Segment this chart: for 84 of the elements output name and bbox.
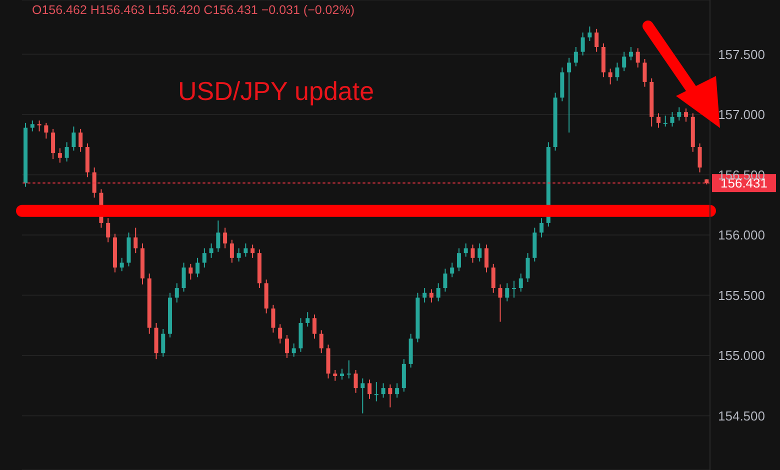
candlestick xyxy=(505,282,510,302)
candlestick xyxy=(216,220,220,252)
candlestick xyxy=(202,248,206,268)
candlestick xyxy=(134,227,138,254)
y-tick-label: 154.500 xyxy=(718,408,765,424)
candlestick xyxy=(608,68,612,85)
candlestick xyxy=(670,112,674,128)
candlestick xyxy=(456,248,461,272)
candlestick xyxy=(478,242,482,262)
candlestick xyxy=(250,244,255,258)
candlestick xyxy=(230,239,234,264)
candlestick xyxy=(512,280,516,298)
candlestick xyxy=(388,384,392,408)
candlestick xyxy=(368,379,372,400)
candlestick xyxy=(663,115,668,128)
candlestick xyxy=(340,368,344,380)
candlestick xyxy=(333,369,338,382)
candlestick xyxy=(346,360,351,379)
candlestick xyxy=(312,314,316,340)
candlestick xyxy=(684,108,688,122)
candlestick xyxy=(450,262,454,278)
candlestick xyxy=(622,51,626,72)
candlestick xyxy=(196,257,200,278)
candlestick xyxy=(574,46,578,67)
candlestick xyxy=(422,288,427,303)
candlestick xyxy=(120,257,124,272)
annotation: O156.462 H156.463 L156.420 C156.431 −0.031 (−0.02%) xyxy=(32,3,354,17)
candlestick xyxy=(436,282,440,302)
candlestick xyxy=(161,328,166,358)
candlestick xyxy=(484,244,488,273)
y-tick-label: 157.000 xyxy=(718,107,765,122)
candlestick xyxy=(381,382,386,398)
candlestick xyxy=(615,62,620,82)
candlestick xyxy=(37,120,42,132)
candlestick xyxy=(106,218,110,243)
candlestick xyxy=(443,268,448,292)
candlestick xyxy=(360,378,365,414)
candlestick xyxy=(174,282,179,303)
candlestick xyxy=(182,262,186,292)
text: USD/JPY update xyxy=(178,76,374,107)
candlestick xyxy=(92,167,96,198)
candlestick xyxy=(44,122,48,140)
candlestick xyxy=(498,284,502,322)
candlestick xyxy=(188,263,193,280)
candlestick xyxy=(30,120,34,132)
candlestick xyxy=(278,324,282,344)
candlestick xyxy=(526,252,530,282)
candlestick xyxy=(306,312,310,328)
candlestick xyxy=(628,46,633,61)
candlestick xyxy=(588,26,592,42)
candlestick xyxy=(518,273,523,292)
candlestick xyxy=(580,32,585,56)
candlestick xyxy=(223,227,228,249)
candlestick xyxy=(567,57,572,134)
candlestick xyxy=(78,128,83,152)
candlestick xyxy=(656,112,660,128)
candlestick xyxy=(395,382,400,398)
y-tick-label: 155.500 xyxy=(718,288,765,303)
y-tick-label: 156.000 xyxy=(718,228,765,243)
candlestick xyxy=(677,106,682,122)
candlestick xyxy=(64,142,69,162)
candlestick xyxy=(72,126,76,152)
candlestick xyxy=(636,48,640,68)
candlestick xyxy=(271,304,276,334)
candlestick xyxy=(491,263,496,294)
y-tick-label: 155.000 xyxy=(718,348,765,364)
candlestick xyxy=(698,142,702,173)
candlestick xyxy=(464,242,468,258)
candlestick xyxy=(540,218,544,238)
candlestick xyxy=(319,330,324,354)
candlestick xyxy=(58,148,62,164)
candlestick xyxy=(209,242,214,258)
candlestick xyxy=(470,244,475,264)
candlestick xyxy=(594,28,599,52)
y-tick-label: 157.500 xyxy=(718,46,765,62)
candlestick xyxy=(244,242,248,258)
candlestick xyxy=(284,334,289,358)
candlestick xyxy=(374,382,378,402)
candlestick xyxy=(51,128,56,160)
candlestick xyxy=(292,342,296,358)
candlestick xyxy=(429,288,434,303)
candlestick xyxy=(354,369,358,394)
candlestick xyxy=(236,248,241,262)
candlestick xyxy=(642,58,647,88)
